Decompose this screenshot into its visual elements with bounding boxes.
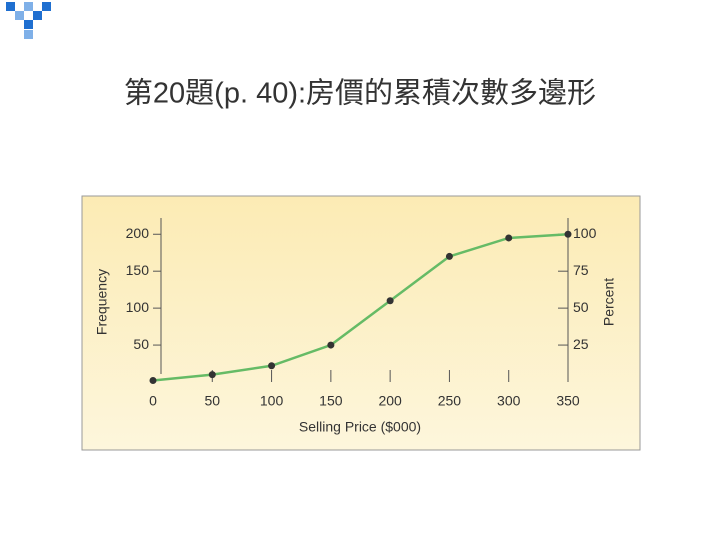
data-point bbox=[149, 377, 157, 385]
y-tick-label: 50 bbox=[133, 336, 149, 352]
x-axis-label: Selling Price ($000) bbox=[299, 419, 421, 435]
x-tick-label: 0 bbox=[149, 393, 157, 409]
x-tick-label: 200 bbox=[378, 393, 402, 409]
y2-tick-label: 50 bbox=[573, 299, 589, 315]
x-tick-label: 150 bbox=[319, 393, 343, 409]
data-point bbox=[445, 252, 453, 260]
data-point bbox=[327, 341, 335, 349]
data-point bbox=[386, 297, 394, 305]
y2-tick-label: 25 bbox=[573, 336, 589, 352]
x-tick-label: 100 bbox=[260, 393, 284, 409]
data-point bbox=[505, 234, 513, 242]
logo bbox=[6, 2, 51, 39]
y-tick-label: 150 bbox=[126, 262, 150, 278]
y-tick-label: 200 bbox=[126, 225, 150, 241]
slide-title: 第20題(p. 40):房價的累積次數多邊形 bbox=[124, 77, 596, 110]
data-point bbox=[208, 371, 216, 379]
x-tick-label: 50 bbox=[204, 393, 220, 409]
data-point bbox=[268, 362, 276, 370]
y2-tick-label: 75 bbox=[573, 262, 589, 278]
x-tick-label: 300 bbox=[497, 393, 521, 409]
series-line bbox=[152, 233, 569, 382]
y2-tick-label: 100 bbox=[573, 225, 597, 241]
y-tick-label: 100 bbox=[126, 299, 150, 315]
data-point bbox=[564, 230, 572, 238]
y2-axis-label: Percent bbox=[601, 278, 617, 326]
x-tick-label: 350 bbox=[556, 393, 580, 409]
x-tick-label: 250 bbox=[438, 393, 462, 409]
y-axis-label: Frequency bbox=[94, 269, 110, 335]
